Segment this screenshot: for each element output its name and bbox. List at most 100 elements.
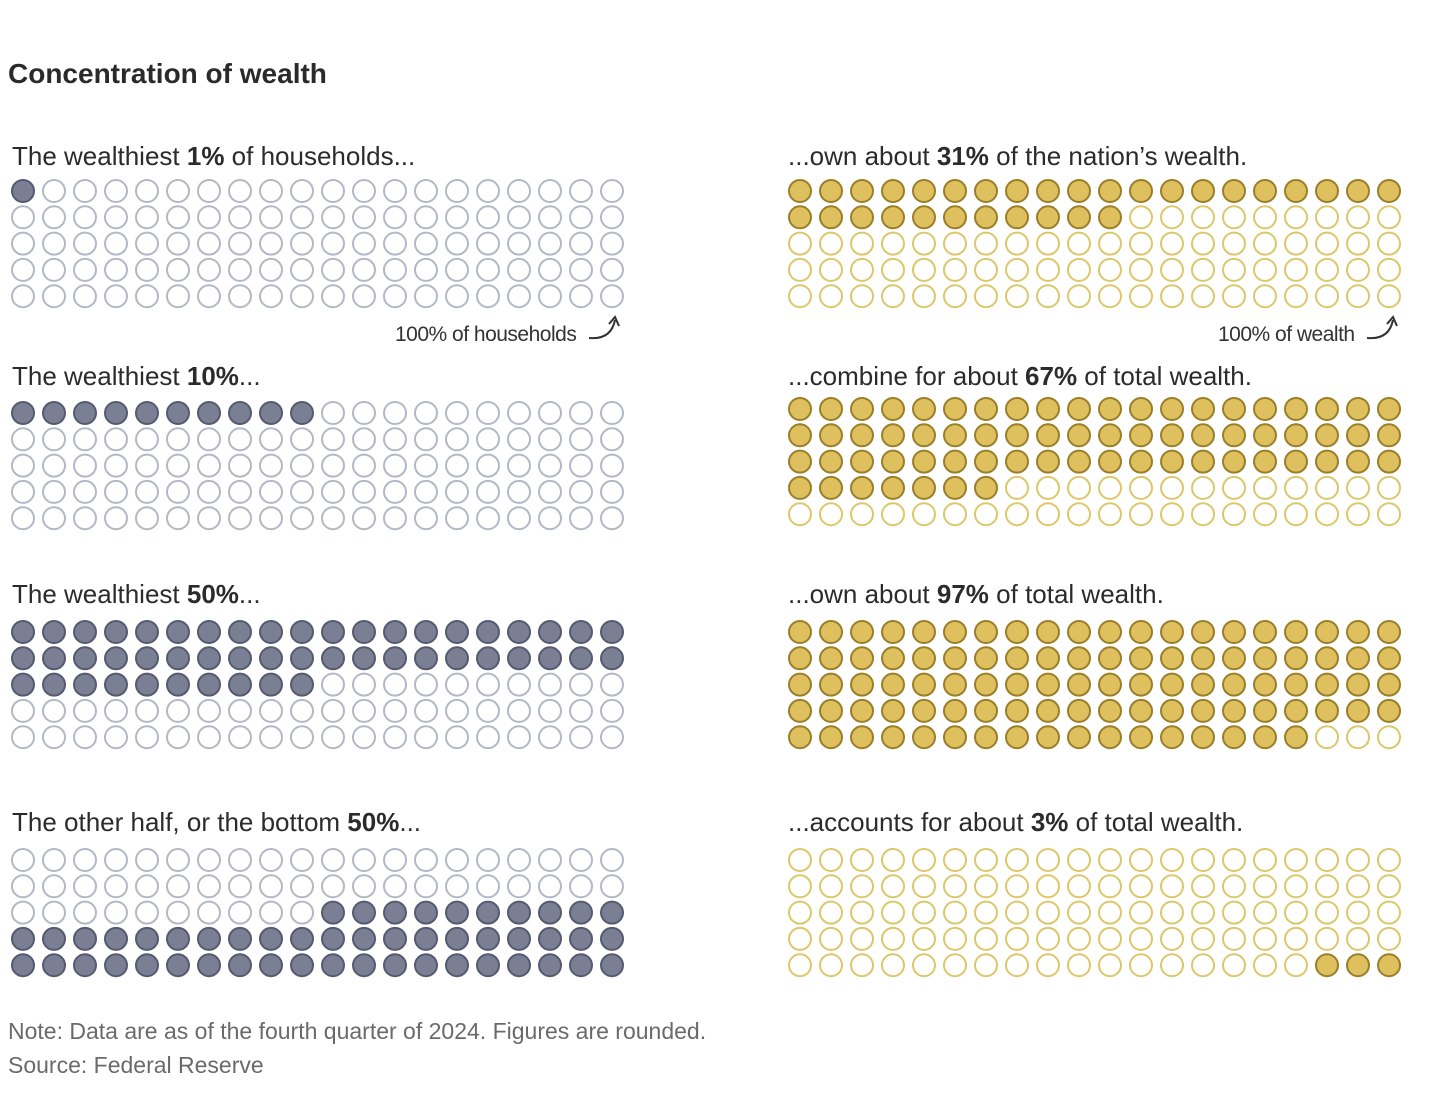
households-dot-empty: [104, 257, 128, 282]
households-dot-filled: [166, 401, 190, 425]
wealth-dot-empty: [1284, 257, 1308, 282]
wealth-dot-filled: [1191, 423, 1215, 448]
households-dot-filled: [600, 953, 624, 978]
households-dot-empty: [135, 427, 159, 452]
households-dot-empty: [42, 874, 66, 899]
households-dot-filled: [166, 926, 190, 951]
households-dot-empty: [11, 284, 35, 309]
households-dot-empty: [321, 453, 345, 478]
wealth-dot-filled: [1222, 179, 1246, 203]
wealth-dot-empty: [1253, 284, 1277, 309]
wealth-dot-empty: [1284, 953, 1308, 978]
wealth-dot-filled: [1067, 423, 1091, 448]
households-dot-empty: [538, 257, 562, 282]
households-dot-empty: [476, 453, 500, 478]
households-dot-filled: [476, 953, 500, 978]
households-dot-filled: [11, 620, 35, 644]
wealth-dot-empty: [1346, 874, 1370, 899]
households-dot-empty: [73, 231, 97, 256]
households-dot-filled: [166, 672, 190, 697]
wealth-dot-filled: [974, 449, 998, 474]
wealth-dot-filled: [1315, 423, 1339, 448]
households-dot-empty: [352, 725, 376, 750]
households-dot-empty: [321, 427, 345, 452]
wealth-dot-filled: [1098, 620, 1122, 644]
households-dot-empty: [600, 427, 624, 452]
wealth-dot-filled: [1098, 698, 1122, 723]
households-dot-empty: [414, 848, 438, 872]
households-dot-empty: [228, 874, 252, 899]
wealth-dot-empty: [1036, 900, 1060, 925]
wealth-dot-empty: [1253, 926, 1277, 951]
households-dot-empty: [73, 900, 97, 925]
wealth-dot-filled: [1315, 672, 1339, 697]
households-dot-empty: [414, 284, 438, 309]
households-dot-empty: [259, 506, 283, 531]
wealth-dot-empty: [1160, 900, 1184, 925]
wealth-dot-filled: [1284, 672, 1308, 697]
households-dot-filled: [135, 672, 159, 697]
wealth-dot-filled: [1036, 179, 1060, 203]
wealth-dot-filled: [912, 449, 936, 474]
wealth-dot-empty: [1315, 848, 1339, 872]
households-dot-filled: [197, 672, 221, 697]
households-dot-filled: [42, 620, 66, 644]
households-dot-empty: [73, 479, 97, 504]
wealth-dot-filled: [1284, 646, 1308, 671]
wealth-dot-empty: [1067, 231, 1091, 256]
wealth-dot-empty: [1253, 848, 1277, 872]
wealth-dot-filled: [1346, 397, 1370, 421]
wealth-dot-empty: [1253, 874, 1277, 899]
wealth-dot-filled: [1222, 449, 1246, 474]
households-dot-empty: [569, 401, 593, 425]
wealth-dot-empty: [1129, 231, 1153, 256]
wealth-dot-filled: [1067, 672, 1091, 697]
wealth-dot-empty: [1129, 953, 1153, 978]
wealth-dot-filled: [788, 205, 812, 230]
wealth-dot-filled: [1067, 205, 1091, 230]
wealth-dot-filled: [1346, 449, 1370, 474]
wealth-dot-filled: [1284, 449, 1308, 474]
wealth-waffle-2: [788, 397, 1401, 527]
households-dot-empty: [259, 257, 283, 282]
wealth-waffle-1: [788, 179, 1401, 309]
wealth-dot-filled: [1036, 725, 1060, 750]
wealth-dot-filled: [1036, 397, 1060, 421]
wealth-dot-filled: [881, 646, 905, 671]
households-dot-empty: [445, 427, 469, 452]
wealth-dot-filled: [1036, 698, 1060, 723]
households-dot-empty: [259, 179, 283, 203]
wealth-dot-filled: [1346, 423, 1370, 448]
households-dot-filled: [135, 401, 159, 425]
wealth-dot-empty: [1098, 953, 1122, 978]
households-dot-empty: [569, 231, 593, 256]
wealth-dot-empty: [1377, 205, 1401, 230]
wealth-dot-filled: [1160, 646, 1184, 671]
wealth-dot-empty: [1160, 284, 1184, 309]
wealth-dot-empty: [943, 926, 967, 951]
wealth-dot-filled: [850, 423, 874, 448]
wealth-dot-filled: [1346, 620, 1370, 644]
households-dot-empty: [228, 725, 252, 750]
households-dot-empty: [507, 231, 531, 256]
households-dot-empty: [476, 848, 500, 872]
wealth-dot-filled: [788, 620, 812, 644]
households-dot-empty: [445, 231, 469, 256]
wealth-dot-empty: [788, 502, 812, 527]
households-dot-empty: [569, 848, 593, 872]
households-dot-empty: [414, 725, 438, 750]
wealth-dot-filled: [943, 725, 967, 750]
households-dot-empty: [538, 874, 562, 899]
wealth-dot-empty: [1098, 257, 1122, 282]
households-dot-empty: [42, 506, 66, 531]
wealth-total-annotation: 100% of wealth: [1218, 323, 1355, 346]
wealth-dot-filled: [974, 725, 998, 750]
households-dot-empty: [445, 257, 469, 282]
households-dot-empty: [445, 453, 469, 478]
wealth-dot-filled: [1005, 423, 1029, 448]
wealth-dot-empty: [788, 257, 812, 282]
wealth-dot-empty: [1253, 502, 1277, 527]
wealth-dot-filled: [1315, 698, 1339, 723]
households-dot-empty: [600, 874, 624, 899]
wealth-dot-filled: [881, 179, 905, 203]
